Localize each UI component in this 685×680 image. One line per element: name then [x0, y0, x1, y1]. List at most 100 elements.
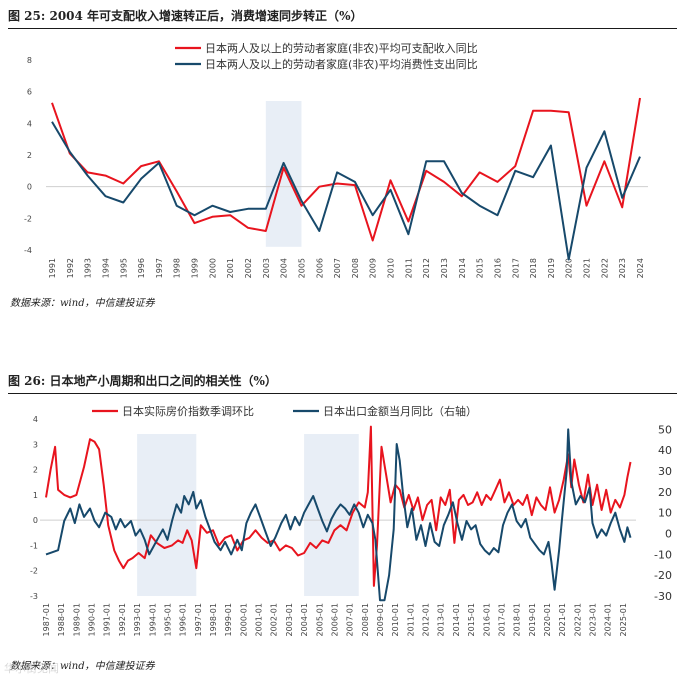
- x-tick-label: 2001-01: [255, 603, 264, 636]
- x-tick-label: 1990-01: [88, 603, 97, 636]
- x-tick-label: 2013-01: [437, 603, 446, 636]
- x-tick-label: 2023-01: [589, 603, 598, 636]
- x-tick-label: 1991: [48, 258, 57, 278]
- x-tick-label: 2000: [208, 258, 217, 278]
- x-tick-label: 1995-01: [163, 603, 172, 636]
- y-left-tick-label: 0: [33, 516, 38, 525]
- x-tick-label: 2022: [600, 258, 609, 278]
- x-tick-label: 2015: [476, 258, 485, 278]
- x-tick-label: 2005-01: [315, 603, 324, 636]
- x-tick-label: 1994: [101, 258, 110, 278]
- x-tick-label: 2003-01: [285, 603, 294, 636]
- x-tick-label: 1993: [84, 258, 93, 278]
- x-tick-label: 2011: [404, 258, 413, 278]
- y-left-tick-label: 3: [33, 440, 38, 449]
- x-tick-label: 2016: [493, 258, 502, 278]
- y-left-tick-label: -2: [30, 567, 38, 576]
- x-tick-label: 1988-01: [57, 603, 66, 636]
- x-tick-label: 2012: [422, 258, 431, 278]
- x-tick-label: 2020: [565, 258, 574, 278]
- x-tick-label: 1997-01: [194, 603, 203, 636]
- figure-25-chart: 8 6 4 2 0 -2 -4 1991 1992 1993 1994 1995 1996 1997 199…: [24, 41, 648, 278]
- y-tick-label: 6: [27, 88, 32, 97]
- y-right-tick-label: 0: [665, 528, 672, 541]
- x-tick-label: 2014-01: [452, 603, 461, 636]
- legend-label-0: 日本两人及以上的劳动者家庭(非农)平均可支配收入同比: [205, 41, 478, 55]
- x-tick-label: 2010-01: [391, 603, 400, 636]
- y-tick-label: 4: [27, 119, 32, 128]
- x-tick-label: 2019: [547, 258, 556, 278]
- x-tick-label: 1998-01: [209, 603, 218, 636]
- x-tick-label: 2004-01: [300, 603, 309, 636]
- y-tick-label: 0: [27, 183, 32, 192]
- x-tick-label: 2009: [369, 258, 378, 278]
- series-line-0: [51, 97, 641, 242]
- x-tick-label: 2007: [333, 258, 342, 278]
- x-tick-label: 2015-01: [467, 603, 476, 636]
- x-tick-label: 2010: [387, 258, 396, 278]
- y-right-tick-label: -20: [654, 569, 672, 582]
- y-right-tick-label: -10: [654, 548, 672, 561]
- legend-label-1: 日本出口金额当月同比（右轴）: [323, 404, 477, 418]
- x-tick-label: 2022-01: [573, 603, 582, 636]
- y-left-tick-label: 4: [33, 415, 38, 424]
- figure-25-title: 图 25: 2004 年可支配收入增速转正后，消费增速同步转正（%）: [8, 9, 363, 23]
- x-tick-label: 2025-01: [619, 603, 628, 636]
- figure-26-title: 图 26: 日本地产小周期和出口之间的相关性（%）: [8, 374, 277, 388]
- x-tick-label: 1999: [191, 258, 200, 278]
- shaded-region-0: [137, 434, 197, 596]
- x-tick-label: 1989-01: [72, 603, 81, 636]
- y-right-tick-label: 20: [658, 486, 672, 499]
- y-tick-label: -4: [24, 246, 32, 255]
- x-tick-label: 1995: [119, 258, 128, 278]
- series-line-1: [51, 121, 641, 261]
- y-right-tick-label: 40: [658, 444, 672, 457]
- legend-label-0: 日本实际房价指数季调环比: [122, 404, 254, 418]
- y-left-tick-label: 2: [33, 466, 38, 475]
- y-left-tick-label: -1: [30, 541, 38, 550]
- x-tick-label: 2023: [618, 258, 627, 278]
- x-tick-label: 2000-01: [239, 603, 248, 636]
- x-tick-label: 1997: [155, 258, 164, 278]
- shaded-region-0: [265, 101, 302, 247]
- watermark: 华尔街见闻: [4, 662, 59, 675]
- x-tick-label: 1992-01: [118, 603, 127, 636]
- x-tick-label: 2021: [583, 258, 592, 278]
- x-tick-label: 2002: [244, 258, 253, 278]
- x-tick-label: 2003: [262, 258, 271, 278]
- x-tick-label: 1994-01: [148, 603, 157, 636]
- x-tick-label: 2020-01: [543, 603, 552, 636]
- x-tick-label: 2014: [458, 258, 467, 278]
- x-tick-label: 2006: [315, 258, 324, 278]
- x-tick-label: 2017-01: [497, 603, 506, 636]
- x-tick-label: 2007-01: [346, 603, 355, 636]
- x-tick-label: 2005: [297, 258, 306, 278]
- x-tick-label: 2001: [226, 258, 235, 278]
- x-tick-label: 1998: [173, 258, 182, 278]
- y-tick-label: 2: [27, 151, 32, 160]
- y-tick-label: -2: [24, 214, 32, 223]
- x-tick-label: 2011-01: [406, 603, 415, 636]
- x-tick-label: 1991-01: [103, 603, 112, 636]
- x-tick-label: 2019-01: [528, 603, 537, 636]
- x-tick-label: 2006-01: [330, 603, 339, 636]
- x-tick-label: 2024-01: [604, 603, 613, 636]
- x-tick-label: 2009-01: [376, 603, 385, 636]
- x-tick-label: 2018: [529, 258, 538, 278]
- figure-25-source: 数据来源：wind，中信建投证券: [10, 298, 155, 309]
- y-right-tick-label: 10: [658, 507, 672, 520]
- legend-label-1: 日本两人及以上的劳动者家庭(非农)平均消费性支出同比: [205, 57, 478, 71]
- x-tick-label: 2021-01: [558, 603, 567, 636]
- x-tick-label: 2008: [351, 258, 360, 278]
- y-tick-label: 8: [27, 56, 32, 65]
- y-right-tick-label: -30: [654, 590, 672, 603]
- x-tick-label: 2016-01: [482, 603, 491, 636]
- figure-26-source: 数据来源：wind，中信建投证券: [10, 661, 155, 672]
- x-tick-label: 2017: [511, 258, 520, 278]
- y-right-tick-label: 30: [658, 465, 672, 478]
- figure-25-rule: [8, 28, 677, 29]
- x-tick-label: 2008-01: [361, 603, 370, 636]
- x-tick-label: 1999-01: [224, 603, 233, 636]
- y-left-tick-label: 1: [33, 491, 38, 500]
